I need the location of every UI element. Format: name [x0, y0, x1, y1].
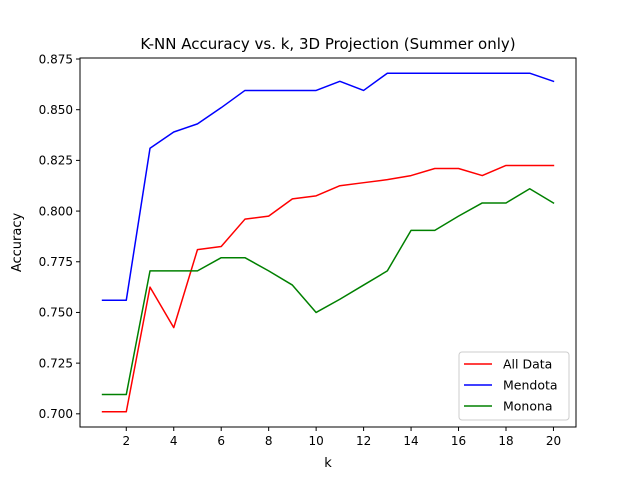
- x-tick-label: 6: [217, 434, 225, 448]
- y-tick-label: 0.700: [39, 407, 73, 421]
- x-tick-label: 10: [308, 434, 323, 448]
- series-line-mendota: [101, 72, 555, 302]
- x-axis-label: k: [324, 456, 332, 471]
- legend: All Data Mendota Monona: [458, 351, 570, 421]
- y-axis-ticks: 0.700 0.725 0.750 0.775 0.800 0.825 0.850 0.875: [39, 52, 80, 421]
- y-axis-label: Accuracy: [10, 213, 25, 273]
- x-tick-label: 12: [356, 434, 371, 448]
- series-line-monona: [101, 188, 555, 396]
- y-tick-label: 0.875: [39, 52, 73, 66]
- chart-title: K-NN Accuracy vs. k, 3D Projection (Summ…: [140, 35, 515, 53]
- legend-label-monona: Monona: [503, 399, 553, 414]
- y-tick-label: 0.725: [39, 356, 73, 370]
- series-line-all-data: [101, 164, 555, 413]
- y-tick-label: 0.825: [39, 154, 73, 168]
- x-tick-label: 16: [451, 434, 466, 448]
- y-tick-label: 0.775: [39, 255, 73, 269]
- x-tick-label: 4: [170, 434, 178, 448]
- y-tick-label: 0.850: [39, 103, 73, 117]
- y-tick-label: 0.750: [39, 306, 73, 320]
- legend-box: [458, 351, 570, 421]
- x-tick-label: 14: [403, 434, 418, 448]
- legend-label-all-data: All Data: [503, 357, 552, 372]
- plot-lines: [101, 72, 555, 413]
- x-tick-label: 18: [498, 434, 513, 448]
- x-tick-label: 8: [265, 434, 273, 448]
- legend-label-mendota: Mendota: [503, 378, 558, 393]
- x-tick-label: 20: [546, 434, 561, 448]
- plot-frame: [79, 57, 577, 428]
- x-tick-label: 2: [122, 434, 130, 448]
- y-tick-label: 0.800: [39, 204, 73, 218]
- x-axis-ticks: 2 4 6 8 10 12 14 16 18 20: [122, 427, 561, 448]
